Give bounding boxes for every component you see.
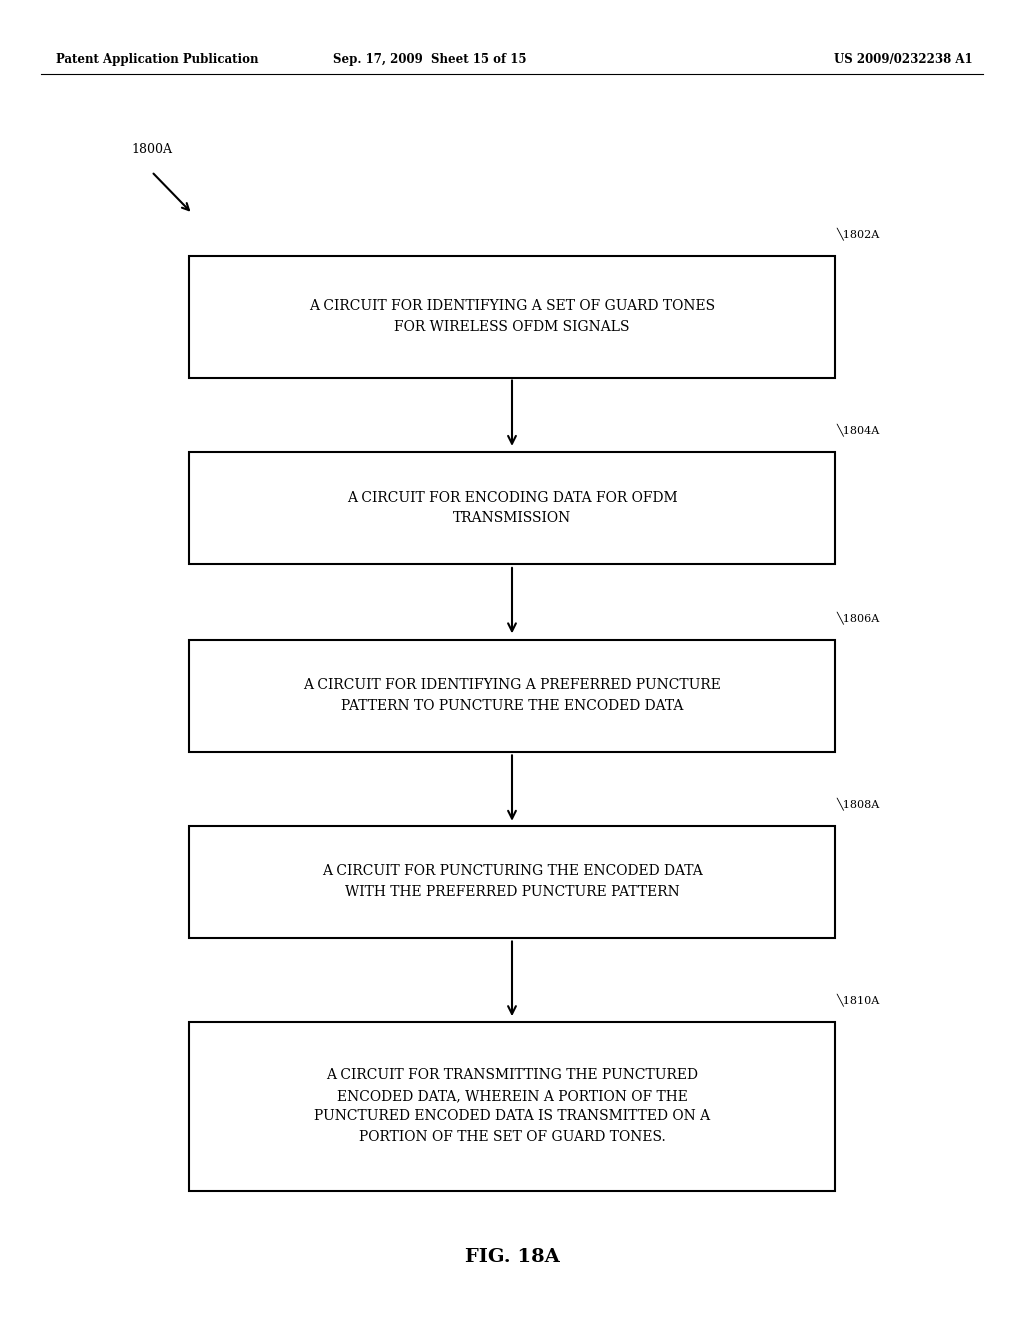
FancyBboxPatch shape (189, 451, 835, 565)
Text: A CIRCUIT FOR IDENTIFYING A PREFERRED PUNCTURE
PATTERN TO PUNCTURE THE ENCODED D: A CIRCUIT FOR IDENTIFYING A PREFERRED PU… (303, 678, 721, 713)
FancyBboxPatch shape (189, 256, 835, 378)
Text: FIG. 18A: FIG. 18A (465, 1247, 559, 1266)
Text: A CIRCUIT FOR ENCODING DATA FOR OFDM
TRANSMISSION: A CIRCUIT FOR ENCODING DATA FOR OFDM TRA… (347, 491, 677, 525)
Text: ╲1804A: ╲1804A (837, 424, 880, 436)
Text: Patent Application Publication: Patent Application Publication (56, 53, 259, 66)
Text: 1800A: 1800A (131, 143, 172, 156)
Text: US 2009/0232238 A1: US 2009/0232238 A1 (835, 53, 973, 66)
Text: A CIRCUIT FOR PUNCTURING THE ENCODED DATA
WITH THE PREFERRED PUNCTURE PATTERN: A CIRCUIT FOR PUNCTURING THE ENCODED DAT… (322, 865, 702, 899)
Text: Sep. 17, 2009  Sheet 15 of 15: Sep. 17, 2009 Sheet 15 of 15 (334, 53, 526, 66)
Text: ╲1806A: ╲1806A (837, 611, 880, 624)
Text: ╲1808A: ╲1808A (837, 797, 880, 809)
Text: A CIRCUIT FOR TRANSMITTING THE PUNCTURED
ENCODED DATA, WHEREIN A PORTION OF THE
: A CIRCUIT FOR TRANSMITTING THE PUNCTURED… (314, 1068, 710, 1144)
FancyBboxPatch shape (189, 1022, 835, 1191)
FancyBboxPatch shape (189, 826, 835, 937)
Text: A CIRCUIT FOR IDENTIFYING A SET OF GUARD TONES
FOR WIRELESS OFDM SIGNALS: A CIRCUIT FOR IDENTIFYING A SET OF GUARD… (309, 300, 715, 334)
Text: ╲1810A: ╲1810A (837, 993, 880, 1006)
Text: ╲1802A: ╲1802A (837, 227, 880, 240)
FancyBboxPatch shape (189, 640, 835, 752)
